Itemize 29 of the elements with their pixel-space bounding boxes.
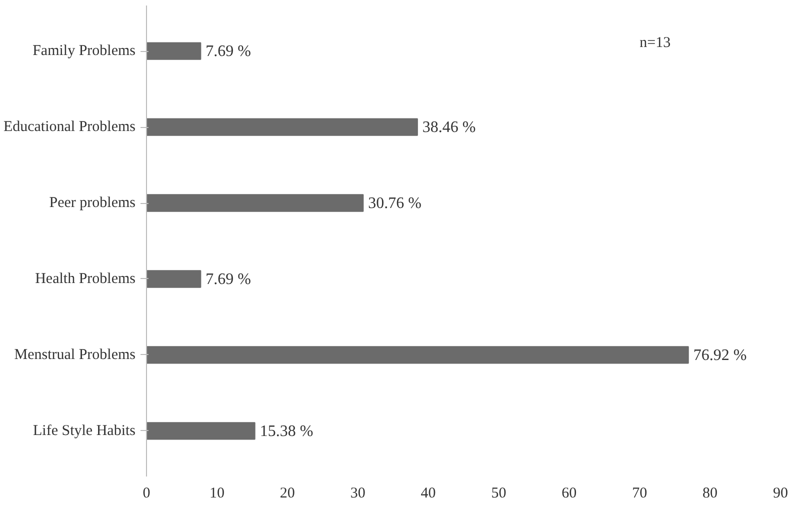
y-tick-label: Health Problems	[35, 270, 136, 287]
data-label: 30.76 %	[368, 195, 422, 212]
data-label: 15.38 %	[260, 422, 314, 440]
bar	[146, 194, 364, 212]
x-tick-label: 30	[350, 486, 366, 502]
data-label: 76.92 %	[693, 346, 747, 364]
x-tick-label: 70	[632, 486, 648, 502]
x-tick-label: 80	[702, 486, 718, 502]
data-label: 7.69 %	[206, 270, 251, 288]
y-tick-label: Life Style Habits	[33, 422, 136, 439]
bar	[146, 270, 202, 288]
annotation: n=13	[640, 35, 671, 52]
x-tick-label: 50	[491, 486, 506, 502]
bar	[146, 346, 689, 364]
data-label: 7.69 %	[206, 43, 251, 60]
x-tick-label: 90	[773, 486, 788, 502]
bar	[146, 118, 418, 136]
x-tick-label: 0	[142, 486, 150, 502]
x-tick-label: 20	[280, 486, 295, 502]
y-tick-label: Educational Problems	[3, 119, 136, 136]
bar	[146, 422, 256, 440]
data-label: 38.46 %	[422, 119, 476, 136]
y-tick-label: Family Problems	[32, 43, 136, 60]
y-tick-label: Menstrual Problems	[14, 346, 136, 363]
x-tick-label: 40	[420, 486, 436, 502]
y-tick-label: Peer problems	[49, 195, 136, 212]
x-tick-label: 10	[209, 486, 224, 502]
bar	[146, 42, 202, 60]
x-tick-label: 60	[562, 486, 577, 502]
